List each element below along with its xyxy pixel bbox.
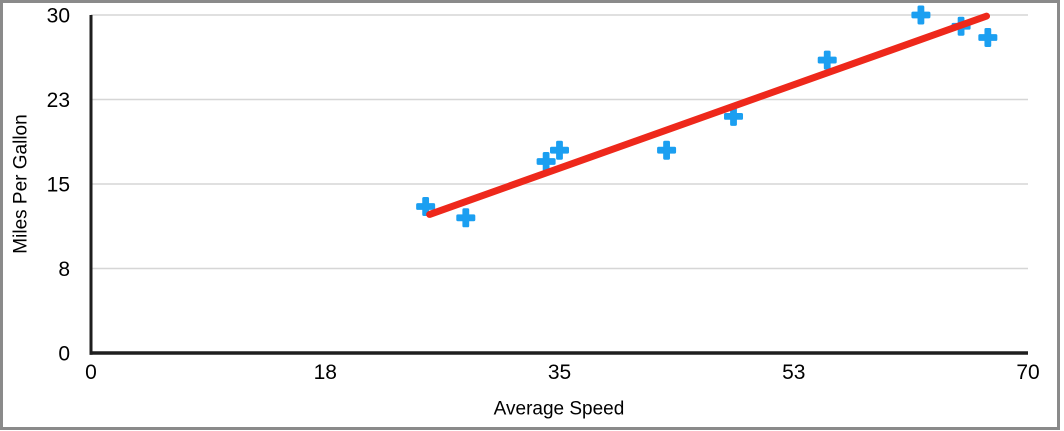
y-axis-title: Miles Per Gallon — [10, 114, 32, 254]
marker-vertical-bar — [556, 140, 563, 160]
marker-vertical-bar — [462, 208, 470, 228]
data-point-marker — [416, 197, 436, 217]
data-point-marker — [978, 28, 998, 48]
marker-vertical-bar — [663, 140, 670, 160]
x-tick-label: 0 — [85, 361, 97, 384]
marker-vertical-bar — [917, 5, 925, 25]
marker-vertical-bar — [422, 197, 430, 217]
data-point-marker — [817, 50, 837, 70]
y-tick-label: 0 — [58, 343, 70, 366]
marker-vertical-bar — [542, 151, 550, 171]
marker-vertical-bar — [984, 28, 992, 48]
data-point-marker — [536, 151, 556, 171]
x-axis-title: Average Speed — [493, 398, 625, 420]
x-tick-label: 35 — [548, 361, 571, 384]
data-point-marker — [550, 140, 569, 160]
data-point-marker — [911, 5, 931, 25]
trendline — [426, 12, 991, 218]
x-tick-label: 18 — [314, 361, 337, 384]
marker-vertical-bar — [823, 50, 831, 70]
x-tick-label: 70 — [1016, 361, 1039, 384]
y-tick-label: 30 — [47, 5, 70, 28]
y-tick-label: 23 — [47, 89, 70, 112]
y-tick-label: 15 — [47, 174, 70, 197]
data-point-marker — [456, 208, 476, 228]
y-tick-label: 8 — [58, 258, 70, 281]
marker-vertical-bar — [730, 106, 737, 126]
x-tick-label: 53 — [782, 361, 805, 384]
data-point-marker — [657, 140, 677, 160]
data-point-marker — [724, 106, 744, 126]
